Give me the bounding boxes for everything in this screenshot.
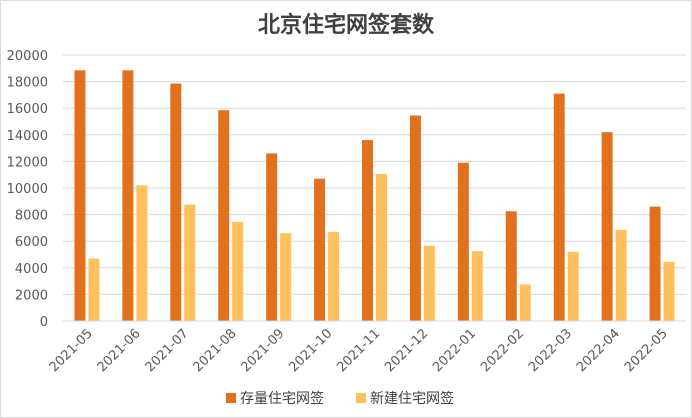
x-tick-label: 2021-11 (334, 326, 383, 375)
x-tick-label: 2021-08 (191, 326, 240, 375)
bar-stock (122, 70, 134, 321)
y-tick-label: 14000 (7, 129, 48, 144)
legend-label-new: 新建住宅网签 (370, 390, 454, 407)
bar-stock (362, 140, 373, 321)
bar-new (88, 258, 100, 321)
y-tick-label: 20000 (7, 49, 48, 64)
x-tick-label: 2021-12 (382, 326, 431, 375)
bar-new (232, 221, 244, 321)
x-tick-label: 2021-07 (143, 326, 192, 375)
x-tick-label: 2022-04 (574, 326, 623, 375)
bar-stock (457, 162, 469, 321)
bar-stock (170, 83, 182, 321)
bar-new (519, 284, 531, 321)
y-tick-label: 10000 (7, 182, 48, 197)
bar-stock (218, 110, 230, 321)
bar-stock (601, 132, 613, 321)
x-tick-label: 2021-09 (238, 326, 287, 375)
chart-title: 北京住宅网签套数 (258, 12, 435, 38)
bar-new (184, 204, 196, 321)
bar-new (280, 233, 292, 321)
x-tick-label: 2022-02 (478, 326, 527, 375)
y-tick-label: 8000 (15, 209, 48, 224)
bars (74, 70, 675, 321)
bar-new (136, 185, 148, 321)
x-tick-label: 2022-03 (526, 326, 575, 375)
y-tick-label: 6000 (15, 235, 48, 250)
bar-stock (266, 153, 278, 321)
bar-stock (409, 115, 421, 321)
x-tick-label: 2021-06 (95, 326, 144, 375)
legend-swatch-new (356, 393, 366, 403)
legend-label-stock: 存量住宅网签 (240, 390, 324, 407)
bar-new (615, 229, 627, 321)
bar-new (328, 231, 340, 321)
x-axis-ticks: 2021-052021-062021-072021-082021-092021-… (47, 326, 671, 375)
bar-stock (553, 93, 565, 321)
gridlines (63, 54, 686, 295)
y-tick-label: 0 (40, 315, 48, 330)
bar-stock (505, 211, 517, 321)
legend: 存量住宅网签 新建住宅网签 (226, 390, 454, 407)
x-tick-label: 2022-05 (622, 326, 671, 375)
y-tick-label: 4000 (15, 262, 48, 277)
bar-stock (649, 206, 661, 321)
x-tick-label: 2022-01 (430, 326, 479, 375)
bar-new (663, 261, 675, 321)
x-tick-label: 2021-05 (47, 326, 96, 375)
x-tick-label: 2021-10 (286, 326, 335, 375)
legend-swatch-stock (226, 393, 236, 403)
bar-new (376, 174, 387, 321)
bar-stock (74, 70, 86, 321)
y-axis-ticks: 0 2000 4000 6000 8000 10000 12000 14000 16000 180… (7, 49, 48, 330)
bar-new (471, 251, 483, 321)
bar-new (567, 251, 579, 321)
y-tick-label: 12000 (7, 155, 48, 170)
bar-new (423, 245, 435, 321)
y-tick-label: 18000 (7, 76, 48, 91)
bar-stock (314, 178, 326, 321)
y-tick-label: 16000 (7, 102, 48, 117)
y-tick-label: 2000 (15, 288, 48, 303)
